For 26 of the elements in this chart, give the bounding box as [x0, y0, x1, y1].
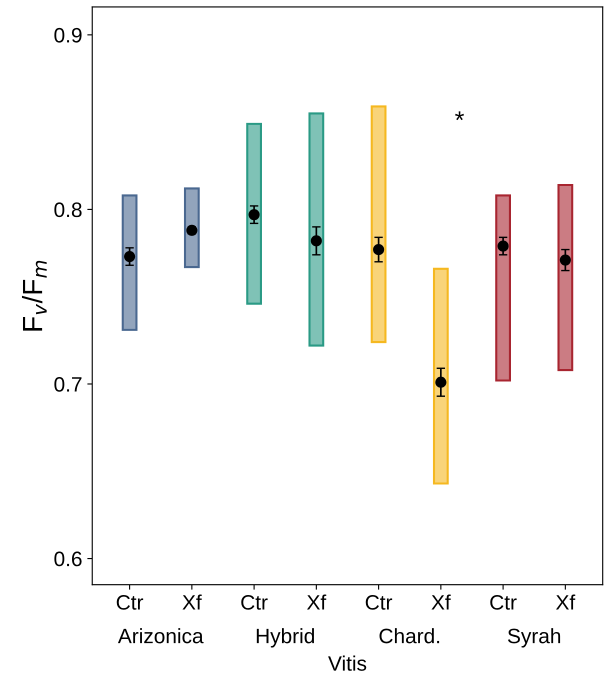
text: Arizonica: [118, 628, 204, 644]
x-tick-label: Ctr: [366, 595, 392, 610]
text: Hybrid: [256, 628, 314, 648]
y-tick-label: 0.6: [54, 552, 82, 566]
x-tick-label: Ctr: [490, 595, 517, 610]
x-tick-label: Xf: [182, 594, 202, 610]
x-tick-label: Xf: [306, 594, 326, 610]
x-tick-label: Xf: [556, 594, 576, 610]
point: [560, 254, 571, 266]
x-tick-label: Xf: [431, 594, 451, 610]
annotation: *: [455, 111, 464, 120]
y-axis-title: F$_{v}$/F$_{m}$: [22, 260, 47, 331]
point: [373, 244, 384, 256]
point: [435, 376, 446, 388]
y-tick-label: 0.8: [54, 202, 82, 218]
x-tick-label: Ctr: [241, 595, 268, 610]
point: [310, 235, 322, 246]
point: [498, 240, 509, 252]
point: [124, 250, 136, 262]
text: Chard.: [380, 628, 440, 644]
text: Syrah: [508, 628, 560, 648]
y-tick-label: 0.9: [54, 28, 82, 43]
y-tick-label: 0.7: [54, 376, 82, 392]
x-axis-title: Vitis: [328, 656, 366, 671]
point: [248, 209, 260, 220]
x-tick-label: Ctr: [116, 595, 144, 610]
